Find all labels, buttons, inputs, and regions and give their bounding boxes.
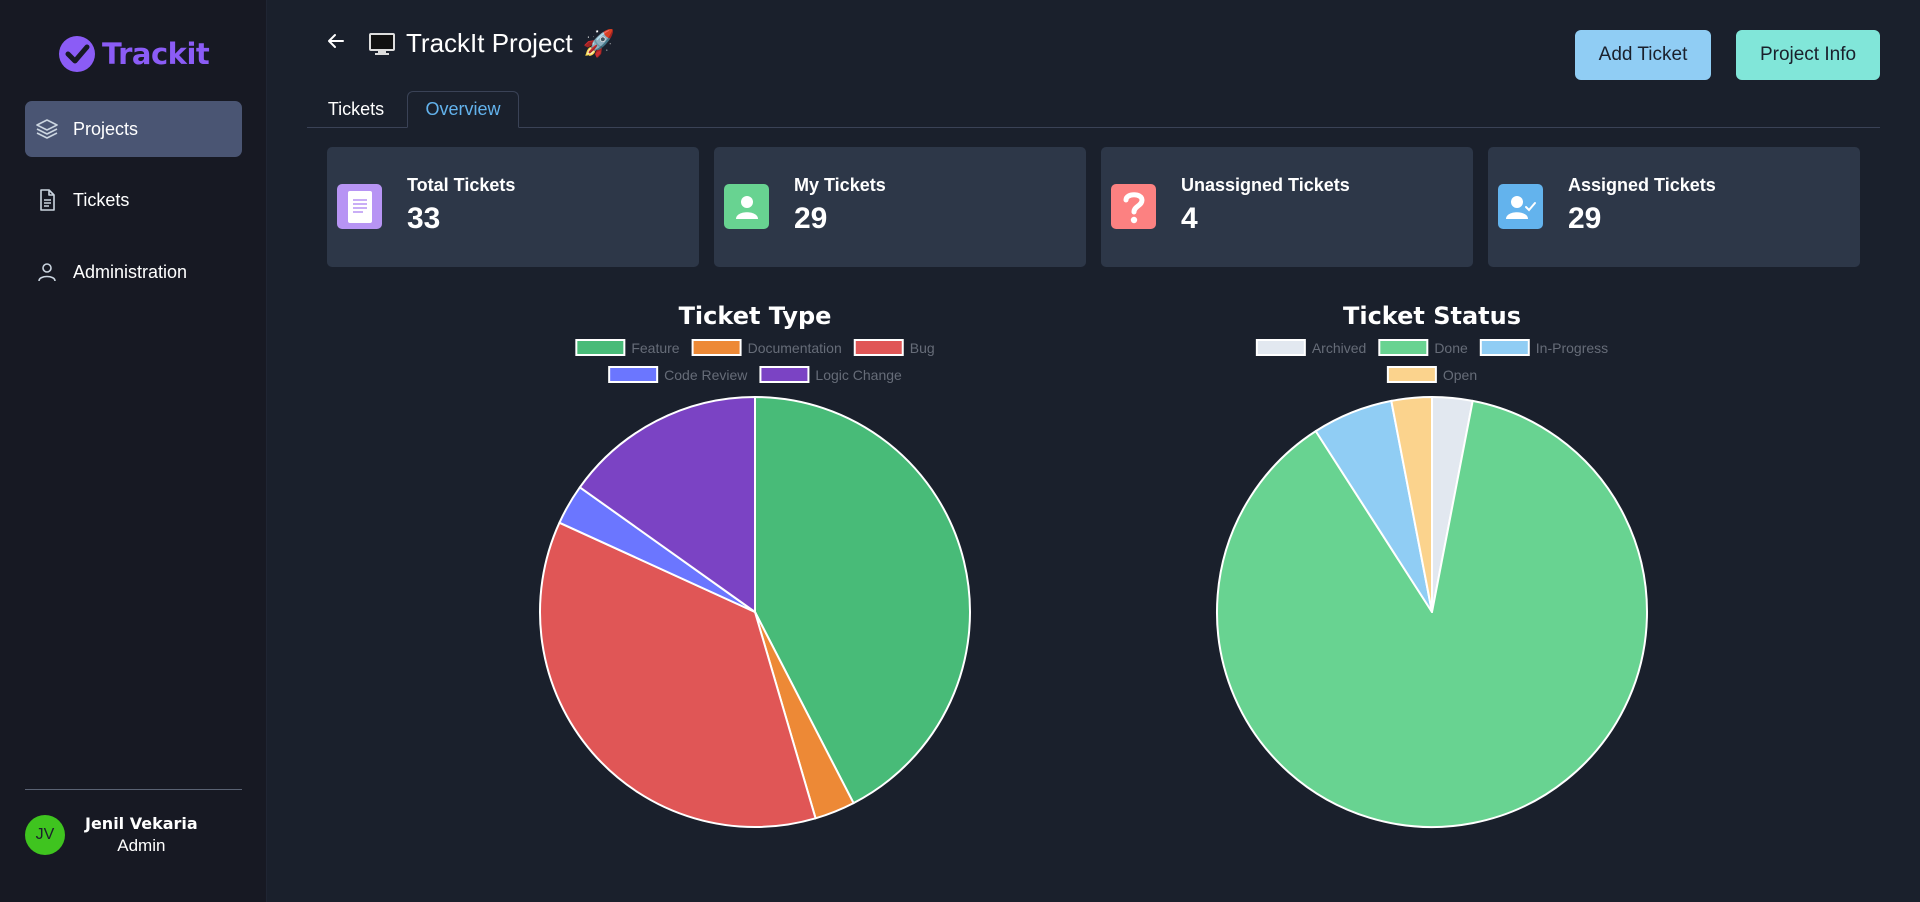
user-name: Jenil Vekaria <box>85 814 198 833</box>
pie-slice-open[interactable] <box>1390 396 1433 613</box>
user-check-icon <box>1498 184 1543 229</box>
stat-card-unassigned-tickets: Unassigned Tickets 4 <box>1101 147 1473 267</box>
legend-label[interactable]: Open <box>1443 367 1477 383</box>
stat-value: 4 <box>1181 202 1198 235</box>
legend-label[interactable]: Bug <box>910 340 935 356</box>
monitor-icon <box>369 32 395 55</box>
legend-label[interactable]: Code Review <box>664 367 748 383</box>
project-title-text: TrackIt Project <box>406 28 573 58</box>
pie-slice-done[interactable] <box>1216 399 1648 828</box>
user-icon <box>724 184 769 229</box>
sidebar-item-label: Administration <box>73 261 188 282</box>
page-title: TrackIt Project 🚀 <box>368 28 615 59</box>
legend-swatch[interactable] <box>691 339 742 356</box>
sidebar-item-tickets[interactable]: Tickets <box>25 172 242 228</box>
document-icon <box>337 184 382 229</box>
legend-label[interactable]: Archived <box>1312 340 1366 356</box>
question-icon <box>1111 184 1156 229</box>
legend-label[interactable]: Documentation <box>748 340 842 356</box>
chart-title: Ticket Type <box>679 302 832 330</box>
legend-label[interactable]: Done <box>1434 340 1468 356</box>
legend-label[interactable]: Logic Change <box>815 367 902 383</box>
legend-swatch[interactable] <box>1255 339 1306 356</box>
sidebar: Trackit Projects Tickets <box>0 0 267 902</box>
stat-value: 29 <box>1568 202 1602 235</box>
legend-label[interactable]: In-Progress <box>1536 340 1608 356</box>
legend-swatch[interactable] <box>1378 339 1429 356</box>
legend-swatch[interactable] <box>608 366 659 383</box>
back-arrow-icon[interactable] <box>326 31 350 57</box>
legend-swatch[interactable] <box>1386 366 1437 383</box>
user-role: Admin <box>117 836 166 855</box>
rocket-icon: 🚀 <box>582 28 616 58</box>
sidebar-item-label: Projects <box>73 118 139 139</box>
legend-swatch[interactable] <box>575 339 626 356</box>
legend-swatch[interactable] <box>853 339 904 356</box>
sidebar-item-administration[interactable]: Administration <box>25 244 242 300</box>
app-logo[interactable]: Trackit <box>58 35 210 73</box>
stat-label: Unassigned Tickets <box>1181 175 1350 195</box>
stat-card-my-tickets: My Tickets 29 <box>714 147 1086 267</box>
stat-label: Total Tickets <box>407 175 516 195</box>
stat-card-total-tickets: Total Tickets 33 <box>327 147 699 267</box>
pie-slice-logic-change[interactable] <box>578 396 756 613</box>
app-name: Trackit <box>102 37 210 71</box>
legend-label[interactable]: Feature <box>631 340 679 356</box>
page-header: TrackIt Project 🚀 <box>326 28 615 59</box>
legend-swatch[interactable] <box>759 366 810 383</box>
project-info-button[interactable]: Project Info <box>1736 30 1880 80</box>
layers-icon <box>35 117 59 141</box>
chart-title: Ticket Status <box>1343 302 1521 330</box>
user-icon <box>35 260 59 284</box>
stat-value: 33 <box>407 202 441 235</box>
tabs-divider <box>307 127 1880 128</box>
stat-label: Assigned Tickets <box>1568 175 1716 195</box>
check-circle-icon <box>59 36 95 72</box>
document-icon <box>35 188 59 212</box>
user-profile[interactable]: JV Jenil Vekaria Admin <box>25 813 198 857</box>
tab-overview[interactable]: Overview <box>407 91 519 128</box>
pie-slice-feature[interactable] <box>754 396 971 805</box>
pie-slice-bug[interactable] <box>539 521 817 828</box>
add-ticket-button[interactable]: Add Ticket <box>1575 30 1711 80</box>
stat-value: 29 <box>794 202 828 235</box>
stat-card-assigned-tickets: Assigned Tickets 29 <box>1488 147 1860 267</box>
sidebar-divider <box>25 789 242 790</box>
legend-swatch[interactable] <box>1479 339 1530 356</box>
pie-chart-1: Ticket Status Archived Done In-Progress Open <box>1216 302 1648 828</box>
sidebar-item-projects[interactable]: Projects <box>25 101 242 157</box>
tab-tickets[interactable]: Tickets <box>327 99 385 119</box>
sidebar-item-label: Tickets <box>73 189 130 210</box>
avatar: JV <box>25 815 65 855</box>
stat-label: My Tickets <box>794 175 886 195</box>
